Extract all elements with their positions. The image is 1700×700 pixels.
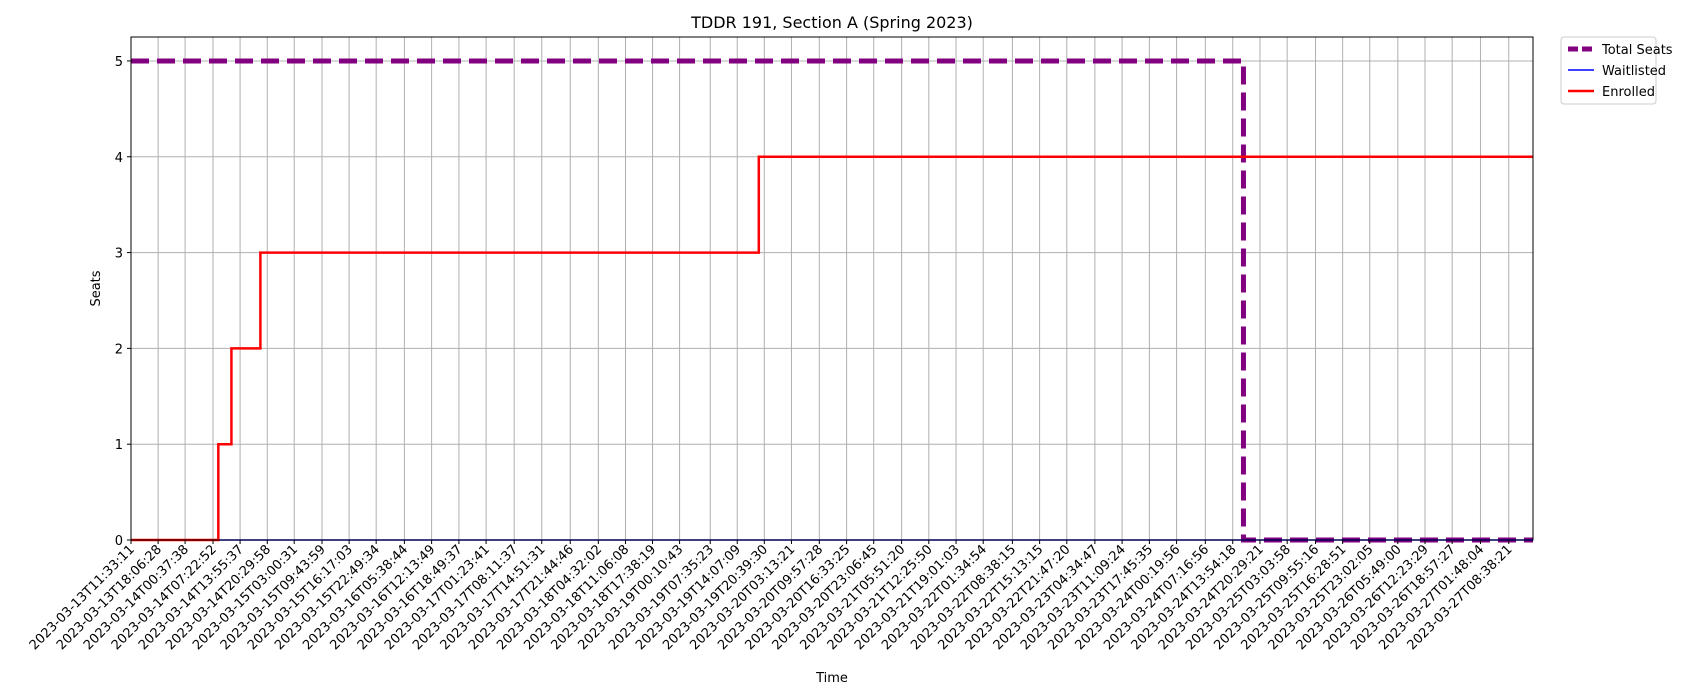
y-axis-label: Seats [89,270,104,306]
series-line-total-seats [131,58,1533,543]
y-tick-label: 5 [115,55,123,70]
y-tick-label: 4 [115,151,123,166]
legend: Total Seats Waitlisted Enrolled [1560,36,1673,105]
series-line-enrolled [131,155,1533,542]
legend-label-total-seats: Total Seats [1601,43,1673,58]
y-tick-label: 0 [115,534,123,549]
x-axis: 2023-03-13T11:33:112023-03-13T18:06:2820… [27,540,1516,653]
y-tick-label: 3 [115,247,123,262]
axes-frame [130,36,1534,541]
y-tick-label: 2 [115,342,123,357]
x-axis-label: Time [815,671,848,686]
legend-box [1560,36,1657,105]
legend-label-waitlisted: Waitlisted [1602,64,1666,79]
legend-label-enrolled: Enrolled [1602,85,1655,100]
grid [130,37,1533,541]
chart-title: TDDR 191, Section A (Spring 2023) [690,13,973,32]
y-tick-label: 1 [115,438,123,453]
y-axis: 0 1 2 3 4 5 [115,55,131,549]
